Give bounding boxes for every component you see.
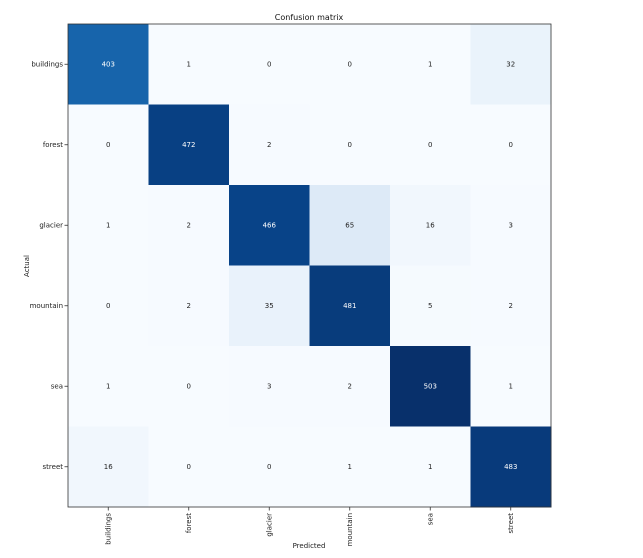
x-tick-label-buildings: buildings — [104, 513, 112, 545]
heatmap-cell-forest-mountain — [309, 104, 391, 186]
cell-value-sea-glacier: 3 — [267, 382, 271, 390]
heatmap-cell-street-glacier — [229, 426, 310, 508]
cell-value-buildings-sea: 1 — [428, 60, 432, 68]
heatmap-cell-buildings-buildings — [68, 24, 149, 105]
heatmap-cell-buildings-street — [470, 24, 552, 105]
heatmap-cells — [68, 24, 552, 508]
heatmap-cell-mountain-sea — [390, 265, 471, 347]
heatmap-cell-forest-forest — [148, 104, 230, 186]
heatmap-cell-sea-buildings — [68, 346, 149, 427]
heatmap-cell-mountain-forest — [148, 265, 230, 347]
cell-value-forest-glacier: 2 — [267, 141, 271, 149]
y-tick-label-mountain: mountain — [30, 302, 63, 310]
cell-value-forest-sea: 0 — [428, 141, 432, 149]
x-tick-label-sea: sea — [426, 513, 434, 525]
heatmap-cell-street-forest — [148, 426, 230, 508]
y-tick-label-buildings: buildings — [31, 60, 63, 68]
x-axis-ticks: buildings forest glacier mountain sea street — [104, 507, 515, 546]
cell-value-sea-forest: 0 — [187, 382, 191, 390]
cell-value-street-street: 483 — [504, 463, 517, 471]
heatmap-cell-glacier-sea — [390, 185, 471, 266]
heatmap-cell-mountain-buildings — [68, 265, 149, 347]
y-axis-label: Actual — [23, 255, 31, 277]
plot-frame — [67, 23, 552, 508]
heatmap-cell-glacier-glacier — [229, 185, 310, 266]
cell-value-forest-forest: 472 — [182, 141, 195, 149]
heatmap-cell-glacier-forest — [148, 185, 230, 266]
x-tick-label-street: street — [507, 513, 515, 534]
cell-value-glacier-forest: 2 — [187, 221, 191, 229]
cell-value-forest-street: 0 — [509, 141, 513, 149]
heatmap-cell-forest-glacier — [229, 104, 310, 186]
heatmap-cell-mountain-mountain — [309, 265, 391, 347]
x-tick-label-mountain: mountain — [346, 513, 354, 546]
cell-value-mountain-mountain: 481 — [343, 302, 356, 310]
cell-value-buildings-mountain: 0 — [348, 60, 352, 68]
cell-value-street-buildings: 16 — [104, 463, 113, 471]
heatmap-cell-forest-sea — [390, 104, 471, 186]
y-tick-label-forest: forest — [43, 141, 63, 149]
cell-value-glacier-street: 3 — [509, 221, 513, 229]
heatmap-cell-buildings-glacier — [229, 24, 310, 105]
cell-value-buildings-street: 32 — [506, 60, 515, 68]
cell-value-glacier-buildings: 1 — [106, 221, 110, 229]
cell-value-glacier-glacier: 466 — [263, 221, 277, 229]
cell-value-mountain-forest: 2 — [187, 302, 191, 310]
cell-value-street-mountain: 1 — [348, 463, 352, 471]
cell-value-street-forest: 0 — [187, 463, 191, 471]
x-axis-label: Predicted — [293, 542, 326, 550]
x-tick-label-glacier: glacier — [265, 513, 273, 537]
heatmap-cell-sea-mountain — [309, 346, 391, 427]
heatmap-cell-sea-forest — [148, 346, 230, 427]
heatmap-cell-mountain-street — [470, 265, 552, 347]
heatmap-cell-forest-buildings — [68, 104, 149, 186]
cell-value-mountain-sea: 5 — [428, 302, 432, 310]
cell-value-glacier-mountain: 65 — [345, 221, 354, 229]
cell-value-mountain-street: 2 — [509, 302, 513, 310]
heatmap-cell-street-buildings — [68, 426, 149, 508]
heatmap-cell-sea-street — [470, 346, 552, 427]
heatmap-cell-buildings-sea — [390, 24, 471, 105]
heatmap-cell-forest-street — [470, 104, 552, 186]
heatmap-cell-street-sea — [390, 426, 471, 508]
heatmap-cell-glacier-street — [470, 185, 552, 266]
heatmap-cell-sea-sea — [390, 346, 471, 427]
cell-value-street-sea: 1 — [428, 463, 432, 471]
heatmap-cell-buildings-forest — [148, 24, 230, 105]
y-tick-label-street: street — [43, 463, 64, 471]
y-axis-ticks: buildings forest glacier mountain sea street — [30, 60, 68, 471]
heatmap-cell-buildings-mountain — [309, 24, 391, 105]
heatmap-cell-street-street — [470, 426, 552, 508]
cell-value-buildings-forest: 1 — [187, 60, 191, 68]
cell-value-forest-mountain: 0 — [348, 141, 352, 149]
cell-value-sea-street: 1 — [509, 382, 513, 390]
y-tick-label-glacier: glacier — [39, 221, 63, 229]
cell-value-sea-sea: 503 — [424, 382, 437, 390]
cell-value-sea-mountain: 2 — [348, 382, 352, 390]
heatmap-cell-mountain-glacier — [229, 265, 310, 347]
chart-title: Confusion matrix — [275, 13, 344, 22]
heatmap-cell-glacier-mountain — [309, 185, 391, 266]
cell-value-mountain-glacier: 35 — [265, 302, 274, 310]
y-tick-label-sea: sea — [51, 382, 63, 390]
heatmap-cell-glacier-buildings — [68, 185, 149, 266]
heatmap-cell-values: 403 1 0 0 1 320 472 2 0 0 01 2 466 65 16 30 2 35 481 5 21 0 3 2… — [102, 60, 518, 471]
cell-value-buildings-buildings: 403 — [102, 60, 115, 68]
cell-value-buildings-glacier: 0 — [267, 60, 271, 68]
cell-value-forest-buildings: 0 — [106, 141, 110, 149]
cell-value-sea-buildings: 1 — [106, 382, 110, 390]
cell-value-mountain-buildings: 0 — [106, 302, 110, 310]
heatmap-cell-sea-glacier — [229, 346, 310, 427]
cell-value-glacier-sea: 16 — [426, 221, 435, 229]
x-tick-label-forest: forest — [185, 513, 193, 533]
cell-value-street-glacier: 0 — [267, 463, 271, 471]
heatmap-cell-street-mountain — [309, 426, 391, 508]
